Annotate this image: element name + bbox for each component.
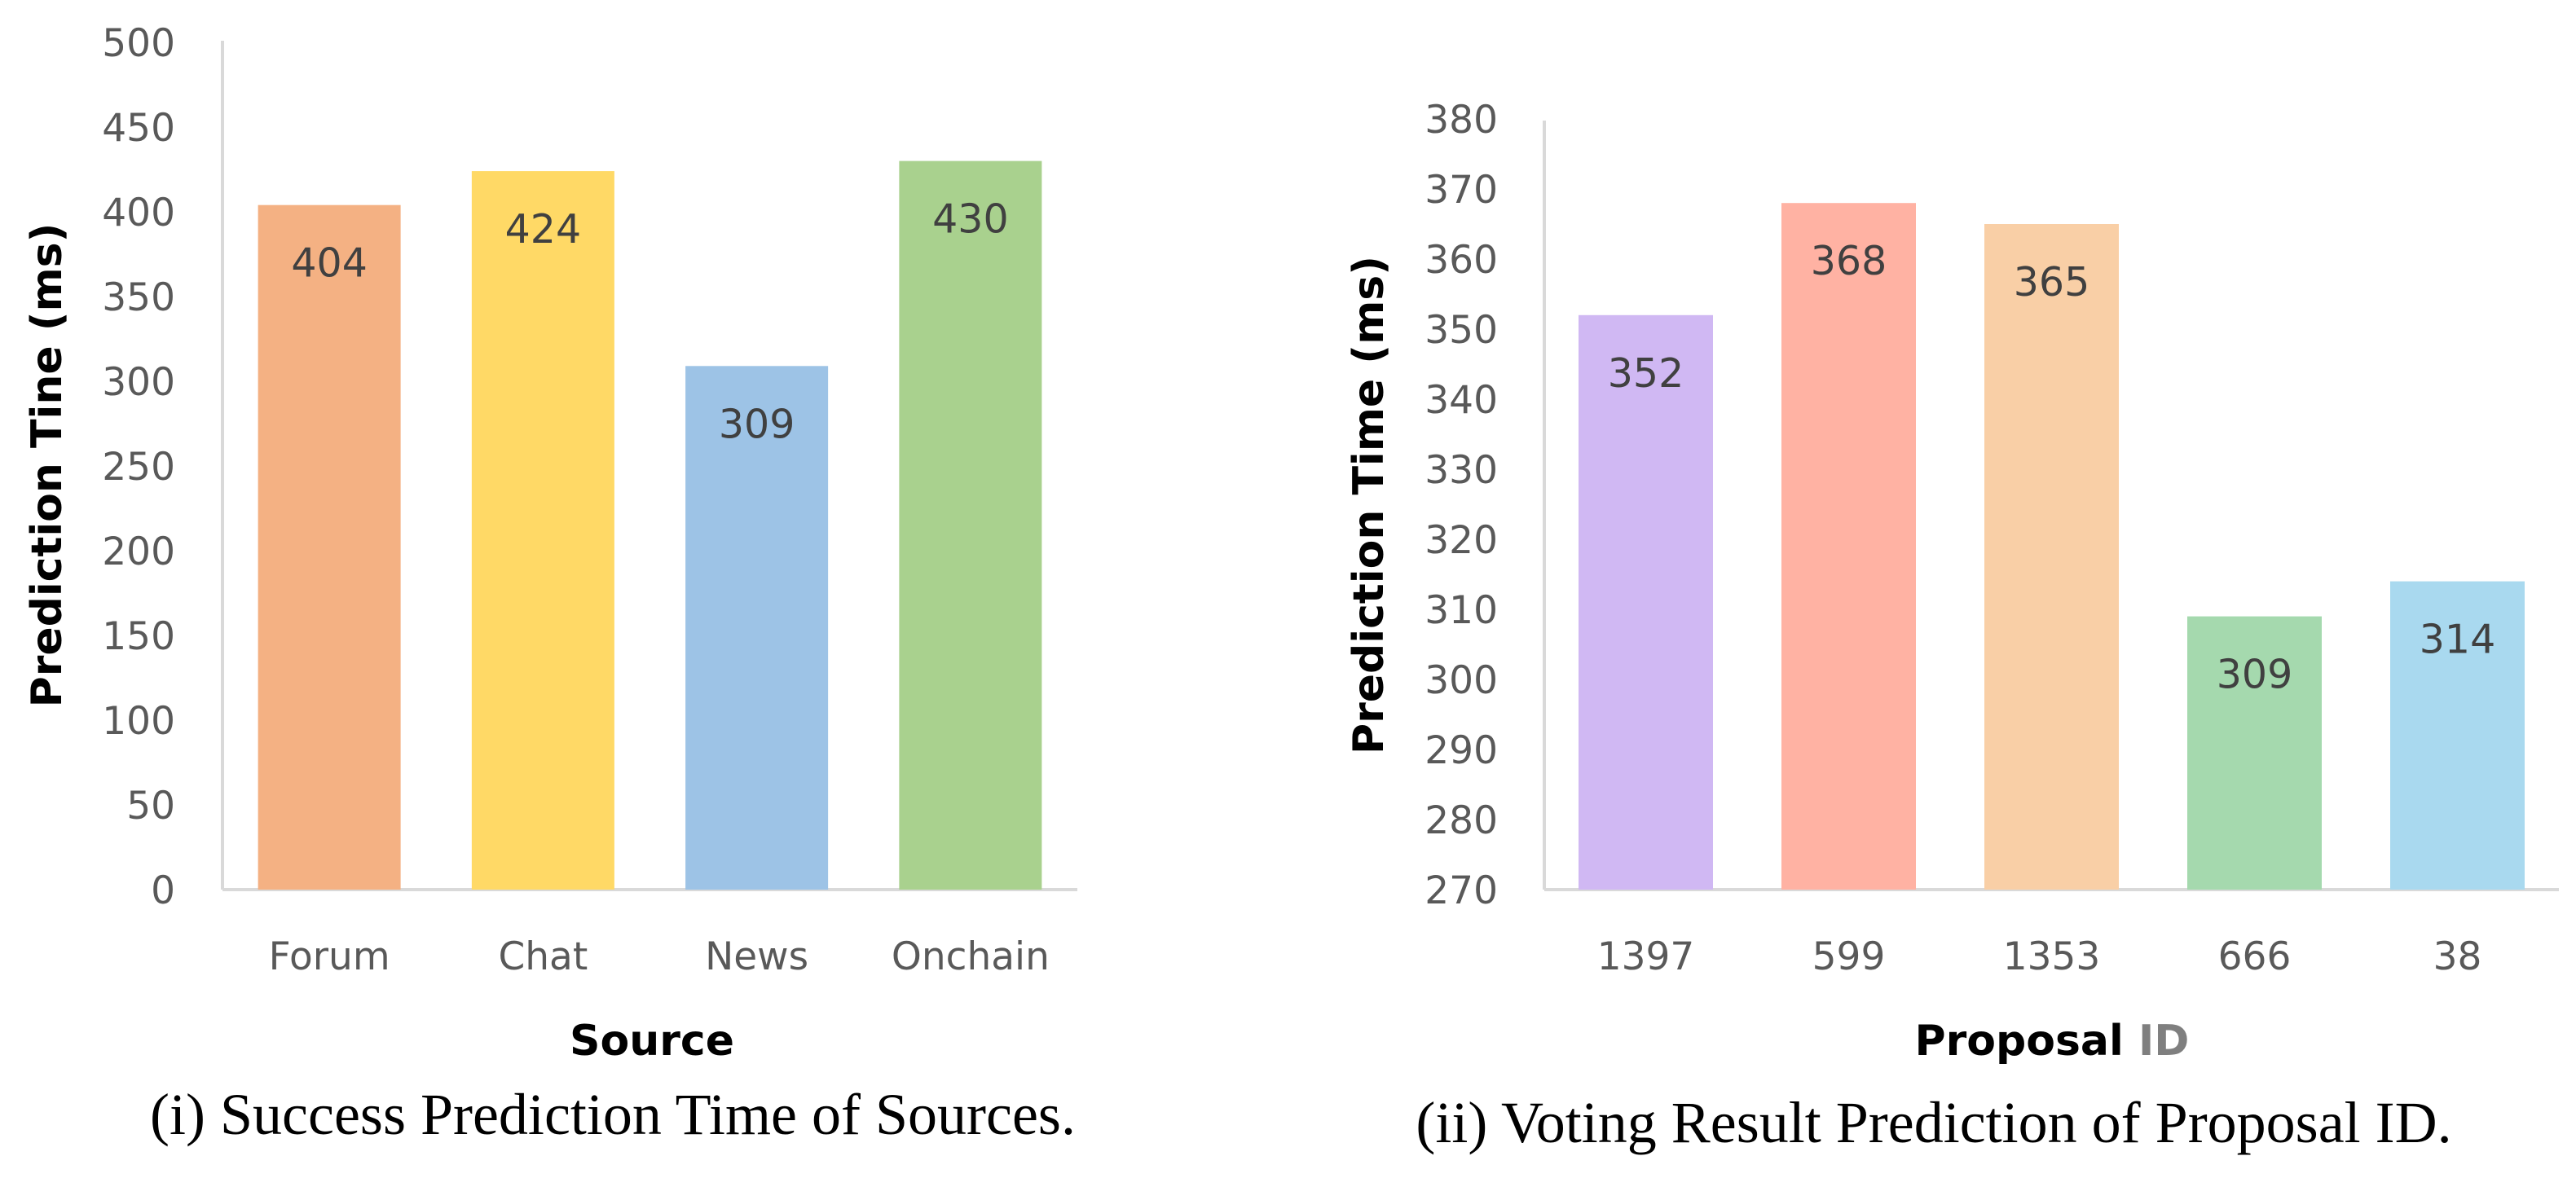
left-x-tick-label: Onchain <box>892 934 1050 979</box>
right-x-tick-label: 38 <box>2433 934 2482 979</box>
right-bar-1397 <box>1579 314 1713 890</box>
right-bar-1353 <box>1984 224 2119 890</box>
right-y-tick-label: 300 <box>1425 658 1498 703</box>
left-y-tick-label: 500 <box>102 21 175 66</box>
right-y-ticks: 270 280 290 300 310 320 330 340 350 360 370 380 <box>1425 98 1498 913</box>
left-x-axis-title: Source <box>570 1017 734 1066</box>
left-y-tick-label: 300 <box>102 360 175 405</box>
left-x-tick-label: News <box>705 934 808 979</box>
right-y-tick-label: 320 <box>1425 518 1498 563</box>
left-y-tick-label: 0 <box>151 868 175 913</box>
left-x-tick-label: Forum <box>269 934 390 979</box>
right-data-label: 352 <box>1608 350 1684 397</box>
left-y-tick-label: 50 <box>126 784 175 829</box>
left-y-tick-label: 250 <box>102 445 175 490</box>
right-data-label: 365 <box>2014 259 2090 305</box>
right-bar-599 <box>1781 203 1916 890</box>
right-bars: 352 368 365 309 314 <box>1579 203 2525 890</box>
right-data-label: 368 <box>1811 238 1887 284</box>
left-y-tick-label: 150 <box>102 614 175 659</box>
right-y-tick-label: 310 <box>1425 588 1498 633</box>
right-y-tick-label: 370 <box>1425 168 1498 213</box>
left-bar-news <box>685 366 829 890</box>
right-x-axis-title: Proposal ID <box>1915 1017 2190 1066</box>
right-y-tick-label: 380 <box>1425 98 1498 143</box>
right-x-tick-label: 1353 <box>2003 934 2101 979</box>
left-data-label: 309 <box>719 401 795 447</box>
right-bar-666 <box>2187 616 2322 890</box>
right-bar-38 <box>2390 581 2525 890</box>
left-bar-chat <box>471 171 614 890</box>
left-y-tick-label: 400 <box>102 191 175 235</box>
right-x-tick-label: 1397 <box>1597 934 1695 979</box>
right-y-tick-label: 360 <box>1425 238 1498 283</box>
right-x-axis-title-main: Proposal <box>1915 1017 2138 1066</box>
left-data-label: 404 <box>291 240 368 287</box>
left-y-ticks: 0 50 100 150 200 250 300 350 400 450 500 <box>102 21 175 913</box>
right-y-tick-label: 330 <box>1425 448 1498 493</box>
right-y-tick-label: 290 <box>1425 728 1498 773</box>
right-y-tick-label: 350 <box>1425 308 1498 353</box>
right-x-ticks: 1397 599 1353 666 38 <box>1597 934 2482 979</box>
right-y-tick-label: 270 <box>1425 868 1498 913</box>
right-x-tick-label: 599 <box>1812 934 1886 979</box>
left-bars: 404 424 309 430 <box>258 160 1042 890</box>
right-data-label: 314 <box>2420 617 2496 663</box>
right-y-axis-title: Prediction Time (ms) <box>1345 256 1394 754</box>
source-chart: 0 50 100 150 200 250 300 350 400 450 500 404 424 309… <box>23 21 1077 1147</box>
left-y-tick-label: 350 <box>102 275 175 320</box>
left-x-tick-label: Chat <box>498 934 588 979</box>
right-x-axis-title-accent: ID <box>2138 1017 2190 1066</box>
right-data-label: 309 <box>2217 652 2293 698</box>
left-y-tick-label: 100 <box>102 699 175 744</box>
left-data-label: 430 <box>932 196 1009 243</box>
right-caption: (ii) Voting Result Prediction of Proposa… <box>1416 1090 2451 1155</box>
proposal-chart: 270 280 290 300 310 320 330 340 350 360 370 380 352… <box>1345 98 2559 1155</box>
right-y-tick-label: 280 <box>1425 798 1498 843</box>
right-x-tick-label: 666 <box>2218 934 2292 979</box>
left-data-label: 424 <box>505 206 582 253</box>
left-bar-onchain <box>899 160 1042 890</box>
left-y-tick-label: 450 <box>102 106 175 151</box>
left-caption: (i) Success Prediction Time of Sources. <box>150 1082 1076 1147</box>
left-y-tick-label: 200 <box>102 530 175 574</box>
left-x-ticks: Forum Chat News Onchain <box>269 934 1050 979</box>
left-y-axis-title: Prediction Tine (ms) <box>23 223 72 708</box>
left-bar-forum <box>258 204 401 890</box>
right-y-tick-label: 340 <box>1425 378 1498 423</box>
